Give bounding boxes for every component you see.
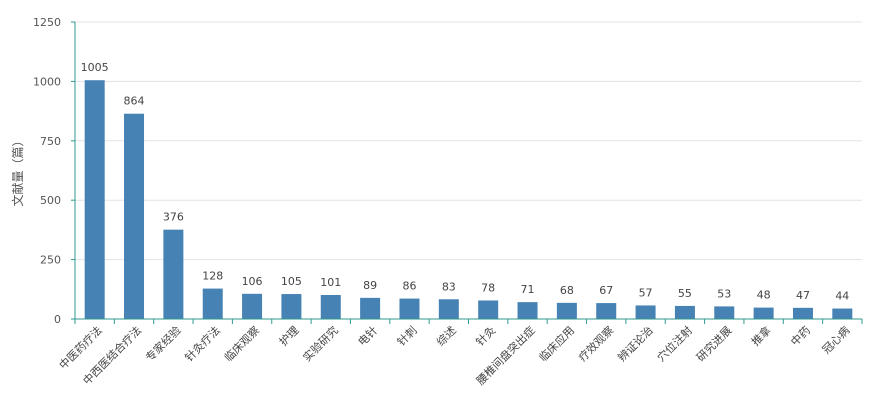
bar [478, 300, 499, 319]
data-label: 376 [163, 211, 184, 224]
x-tick-label: 针刺 [394, 323, 419, 348]
x-tick-label: 冠心病 [819, 323, 852, 356]
x-tick-label: 推拿 [748, 323, 773, 348]
bar [84, 80, 105, 319]
data-label: 864 [124, 95, 145, 108]
data-label: 105 [281, 275, 302, 288]
data-label: 86 [402, 280, 416, 293]
data-label: 101 [320, 276, 341, 289]
x-tick-label: 针灸疗法 [182, 323, 223, 364]
y-tick-label: 0 [54, 313, 61, 326]
data-label: 89 [363, 279, 377, 292]
axes [71, 21, 863, 324]
x-tick-label: 辨证论治 [615, 323, 656, 364]
data-label: 1005 [81, 61, 109, 74]
y-tick-label: 500 [40, 194, 61, 207]
bars [84, 80, 853, 320]
grid-lines [75, 21, 862, 261]
x-tick-label: 针灸 [473, 323, 498, 348]
bar [320, 295, 341, 319]
x-tick-label: 实验研究 [300, 323, 341, 364]
y-tick-label: 250 [40, 254, 61, 267]
x-tick-label: 护理 [276, 323, 301, 348]
x-tick-label: 电针 [355, 323, 380, 348]
data-label: 44 [835, 290, 849, 303]
bar [242, 293, 263, 319]
bar [399, 298, 420, 319]
bar [832, 308, 853, 319]
bar [124, 113, 145, 320]
bar [792, 307, 813, 319]
y-axis-title: 文献量（篇） [10, 134, 25, 206]
data-label: 128 [202, 270, 223, 283]
bar [635, 305, 656, 319]
x-tick-label: 穴位注射 [654, 323, 695, 364]
x-tick-label: 疗效观察 [575, 323, 616, 364]
bar [163, 229, 184, 319]
bar [281, 294, 302, 319]
data-label: 106 [242, 275, 263, 288]
x-tick-label: 专家经验 [142, 323, 183, 364]
bar [202, 288, 223, 319]
data-label: 68 [560, 284, 574, 297]
x-tick-label: 综述 [433, 323, 458, 348]
data-label: 83 [442, 280, 456, 293]
bar [556, 302, 577, 319]
bar [714, 306, 735, 319]
data-label: 78 [481, 281, 495, 294]
x-tick-label: 研究进展 [693, 323, 734, 364]
data-label: 47 [796, 289, 810, 302]
y-axis-ticks: 0 250 500 750 1000 1250 [33, 16, 61, 326]
bar [438, 299, 459, 319]
bar [753, 307, 774, 319]
x-tick-label: 临床应用 [536, 323, 577, 364]
y-tick-label: 750 [40, 135, 61, 148]
data-label: 71 [521, 283, 535, 296]
y-tick-label: 1250 [33, 16, 61, 29]
x-tick-label: 中药 [788, 324, 813, 349]
data-label: 48 [757, 289, 771, 302]
bar [360, 297, 381, 319]
bar [517, 302, 538, 319]
data-label: 53 [717, 287, 731, 300]
data-label: 67 [599, 284, 613, 297]
bar [596, 303, 617, 319]
data-label: 55 [678, 287, 692, 300]
x-tick-label: 临床观察 [221, 323, 262, 364]
y-tick-label: 1000 [33, 75, 61, 88]
data-labels: 1005 864 376 128 106 105 101 89 86 83 78 71 68 67 57 55… [81, 61, 850, 302]
bar [674, 305, 695, 319]
data-label: 57 [639, 286, 653, 299]
